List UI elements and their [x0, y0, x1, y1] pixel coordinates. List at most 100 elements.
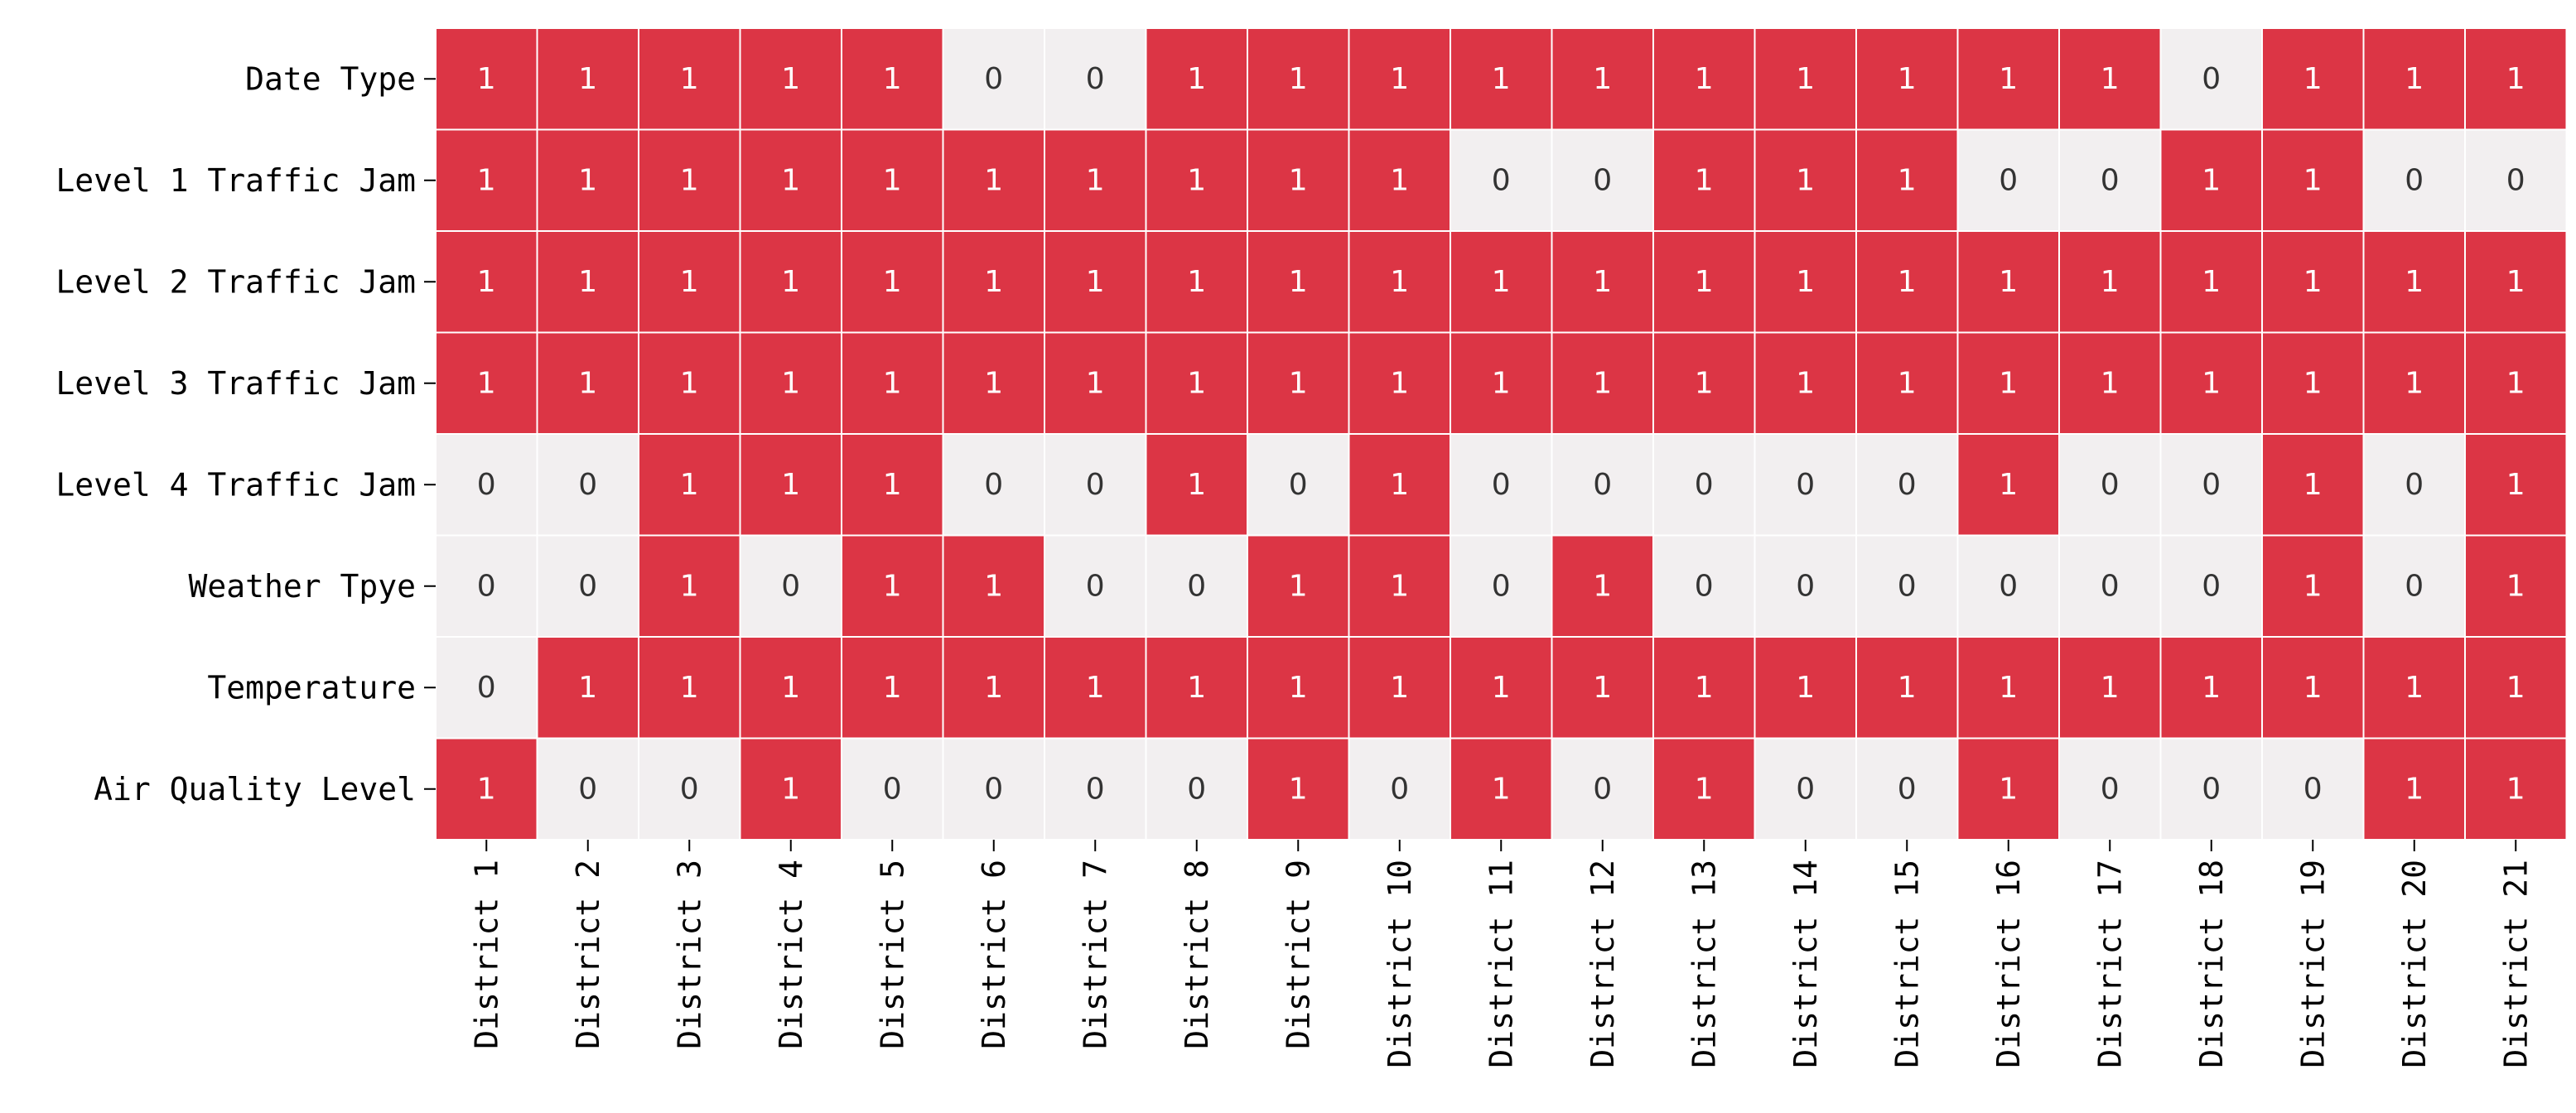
cell-value-label: 1: [984, 569, 1003, 603]
cell-value-label: 0: [2202, 772, 2221, 806]
cell-value-label: 1: [883, 671, 902, 705]
heatmap-cell: [638, 331, 741, 435]
heatmap-cell: [2058, 230, 2162, 334]
cell-value-label: 0: [1187, 569, 1206, 603]
heatmap-cell: [1855, 433, 1959, 537]
cell-value-label: 1: [680, 163, 699, 197]
heatmap-cell: [2464, 27, 2568, 131]
cell-value-label: 0: [477, 468, 496, 502]
column-label: District 5: [874, 860, 910, 1049]
cell-value-label: 0: [1086, 468, 1105, 502]
cell-value-label: 1: [781, 671, 800, 705]
column-label: District 8: [1179, 860, 1215, 1049]
heatmap-cell: [1855, 331, 1959, 435]
heatmap-cell: [2362, 433, 2466, 537]
cell-value-label: 1: [680, 366, 699, 400]
cell-value-label: 0: [1796, 468, 1815, 502]
cell-value-label: 0: [477, 671, 496, 705]
cell-value-label: 1: [2405, 671, 2424, 705]
heatmap-cell: [435, 27, 538, 131]
cell-value-label: 0: [883, 772, 902, 806]
cell-value-label: 1: [2405, 772, 2424, 806]
cell-value-label: 1: [1187, 671, 1206, 705]
column-label: District 16: [1990, 860, 2027, 1068]
heatmap-cell: [1247, 331, 1350, 435]
cell-value-label: 1: [1390, 671, 1409, 705]
cell-value-label: 1: [1796, 62, 1815, 96]
heatmap-cell: [1652, 230, 1756, 334]
heatmap-cell: [1754, 534, 1857, 638]
cell-value-label: 1: [2101, 366, 2120, 400]
cell-value-label: 1: [2303, 265, 2323, 299]
cell-value-label: 1: [2303, 468, 2323, 502]
heatmap-cell: [2058, 534, 2162, 638]
heatmap-cell: [638, 737, 741, 841]
heatmap-cell: [1754, 331, 1857, 435]
cell-value-label: 1: [1390, 468, 1409, 502]
cell-value-label: 1: [2303, 163, 2323, 197]
heatmap-cell: [536, 534, 639, 638]
heatmap-cell: [1348, 27, 1451, 131]
heatmap-cell: [1450, 331, 1553, 435]
cell-value-label: 0: [1999, 569, 2018, 603]
heatmap-cell: [1956, 331, 2060, 435]
cell-value-label: 1: [1492, 671, 1511, 705]
heatmap-cell: [1855, 737, 1959, 841]
cell-value-label: 1: [1289, 772, 1308, 806]
heatmap-cell: [1652, 331, 1756, 435]
cell-value-label: 1: [680, 569, 699, 603]
row-label: Weather Tpye: [188, 568, 416, 605]
cell-value-label: 1: [2202, 671, 2221, 705]
heatmap-cell: [638, 534, 741, 638]
cell-value-label: 0: [1187, 772, 1206, 806]
heatmap-cell: [2464, 331, 2568, 435]
cell-value-label: 1: [1187, 265, 1206, 299]
heatmap-cell: [1145, 230, 1248, 334]
cell-value-label: 1: [2303, 62, 2323, 96]
heatmap-cell: [638, 230, 741, 334]
cell-value-label: 1: [1695, 772, 1714, 806]
heatmap-cell: [1247, 230, 1350, 334]
heatmap-cell: [739, 128, 842, 232]
cell-value-label: 1: [1390, 265, 1409, 299]
cell-value-label: 1: [984, 163, 1003, 197]
heatmap-cell: [1145, 128, 1248, 232]
heatmap-cell: [2159, 27, 2263, 131]
cell-value-label: 1: [1999, 468, 2018, 502]
column-label: District 13: [1686, 860, 1722, 1068]
heatmap-cell: [1044, 331, 1147, 435]
heatmap-cell: [2464, 737, 2568, 841]
heatmap-cell: [1652, 433, 1756, 537]
cell-value-label: 1: [1593, 62, 1612, 96]
row-label: Level 2 Traffic Jam: [55, 263, 416, 300]
heatmap-cell: [841, 230, 944, 334]
cell-value-label: 0: [1086, 569, 1105, 603]
cell-value-label: 0: [2202, 62, 2221, 96]
cell-value-label: 0: [680, 772, 699, 806]
heatmap-cell: [1855, 534, 1959, 638]
cell-value-label: 0: [2101, 569, 2120, 603]
cell-value-label: 0: [984, 62, 1003, 96]
heatmap-cell: [435, 331, 538, 435]
cell-value-label: 0: [1796, 569, 1815, 603]
row-label: Level 3 Traffic Jam: [55, 365, 416, 402]
cell-value-label: 1: [1086, 671, 1105, 705]
row-labels: Date Type Level 1 Traffic Jam Level 2 Traf…: [55, 60, 436, 807]
heatmap-cell: [1956, 534, 2060, 638]
heatmap-cell: [1044, 737, 1147, 841]
cell-value-label: 1: [883, 62, 902, 96]
heatmap-cell: [1348, 534, 1451, 638]
heatmap-cell: [942, 230, 1045, 334]
heatmap-cell: [1551, 27, 1654, 131]
heatmap-cell: [841, 534, 944, 638]
heatmap-cell: [1956, 433, 2060, 537]
cell-value-label: 1: [578, 671, 597, 705]
column-label: District 12: [1585, 860, 1621, 1068]
cell-value-label: 1: [1593, 569, 1612, 603]
cell-value-label: 0: [1898, 468, 1917, 502]
heatmap-cell: [536, 636, 639, 740]
cell-value-label: 1: [578, 163, 597, 197]
cell-value-label: 0: [1593, 772, 1612, 806]
cell-value-label: 1: [1695, 62, 1714, 96]
cell-value-label: 1: [1593, 366, 1612, 400]
